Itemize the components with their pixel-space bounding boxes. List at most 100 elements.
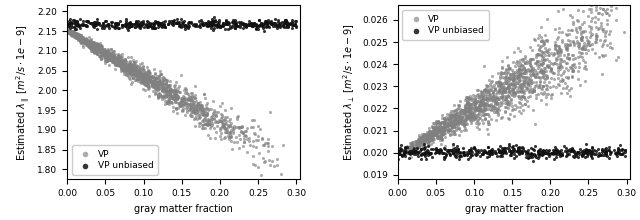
VP [131, 67, 141, 70]
VP unbiased [484, 154, 494, 157]
VP [235, 125, 245, 129]
VP [100, 59, 111, 62]
VP [95, 43, 106, 46]
VP [236, 129, 246, 133]
VP [67, 31, 77, 34]
VP [402, 151, 412, 155]
VP [91, 49, 101, 53]
VP [450, 117, 460, 121]
VP unbiased [529, 152, 539, 155]
VP unbiased [97, 24, 108, 28]
VP unbiased [251, 23, 261, 27]
VP [467, 115, 477, 118]
VP [481, 102, 492, 106]
VP [157, 94, 167, 98]
VP [155, 73, 165, 76]
VP [536, 68, 546, 72]
VP [484, 89, 495, 93]
VP [410, 148, 420, 152]
VP [115, 61, 125, 65]
VP [557, 79, 567, 83]
VP [431, 133, 441, 137]
VP [412, 148, 422, 151]
VP [436, 137, 446, 140]
VP [219, 126, 229, 130]
VP [403, 151, 413, 154]
VP [263, 144, 273, 148]
VP unbiased [483, 145, 493, 149]
VP [551, 56, 561, 60]
VP [83, 41, 93, 45]
VP [419, 136, 429, 140]
VP [500, 111, 510, 114]
VP [80, 41, 90, 45]
VP [433, 121, 443, 124]
VP [438, 126, 448, 130]
VP [96, 44, 106, 48]
VP [438, 121, 449, 125]
VP [553, 69, 563, 73]
VP [182, 97, 192, 101]
VP [562, 61, 572, 64]
VP [243, 137, 253, 141]
VP [84, 35, 94, 38]
VP [417, 144, 428, 147]
VP [429, 134, 439, 137]
VP [483, 120, 493, 124]
VP [131, 73, 141, 76]
VP unbiased [504, 149, 514, 153]
VP unbiased [409, 150, 419, 153]
VP [472, 119, 483, 123]
VP [561, 48, 572, 51]
VP unbiased [620, 149, 630, 152]
VP unbiased [487, 147, 497, 151]
VP [515, 61, 525, 64]
VP [521, 76, 531, 79]
VP [127, 77, 138, 80]
VP [193, 110, 203, 113]
VP unbiased [109, 22, 120, 26]
VP [90, 47, 100, 51]
VP unbiased [579, 148, 589, 151]
VP unbiased [89, 21, 99, 24]
VP [527, 68, 537, 71]
VP [428, 127, 438, 130]
VP [465, 115, 475, 118]
VP [463, 101, 474, 105]
VP [526, 73, 536, 77]
VP [189, 111, 199, 114]
VP [449, 122, 460, 126]
VP unbiased [508, 148, 518, 151]
VP [500, 89, 510, 92]
VP unbiased [412, 150, 422, 153]
VP [435, 138, 445, 142]
VP [86, 44, 97, 48]
VP [423, 141, 433, 145]
VP [134, 72, 144, 75]
VP [501, 97, 511, 101]
VP [116, 66, 127, 69]
VP [525, 64, 535, 67]
VP [517, 75, 527, 79]
VP [148, 77, 159, 81]
VP [211, 130, 221, 133]
VP [93, 42, 103, 45]
VP [453, 119, 463, 123]
VP unbiased [415, 153, 426, 156]
VP [451, 125, 461, 128]
VP [476, 102, 486, 106]
VP [127, 67, 138, 71]
VP [493, 84, 504, 87]
VP [187, 92, 197, 95]
VP [116, 65, 127, 69]
VP [263, 141, 273, 145]
VP [97, 49, 108, 52]
VP unbiased [276, 23, 286, 27]
VP [403, 150, 413, 154]
VP [156, 95, 166, 99]
VP [490, 99, 500, 103]
VP [550, 28, 561, 31]
VP [589, 41, 600, 44]
VP [451, 120, 461, 123]
VP unbiased [244, 23, 255, 27]
